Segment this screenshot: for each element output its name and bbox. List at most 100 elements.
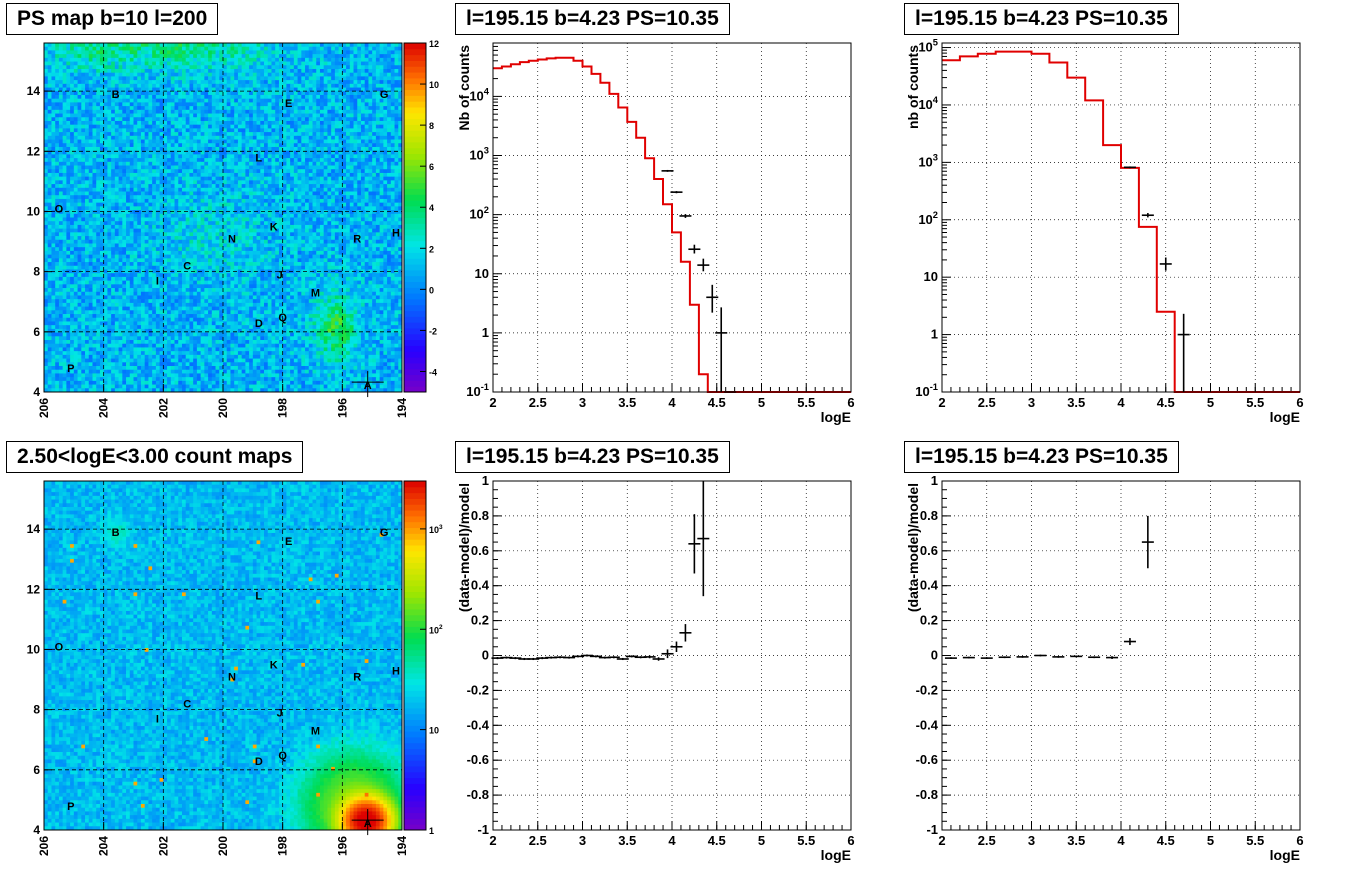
heat-cell [201, 214, 205, 218]
heat-cell [104, 47, 108, 51]
heat-cell [350, 65, 354, 69]
heat-cell [186, 110, 190, 114]
heat-cell [249, 195, 253, 199]
heat-cell [197, 199, 201, 203]
heat-cell [365, 99, 369, 103]
heat-cell [51, 143, 55, 147]
heat-cell [89, 232, 93, 236]
heat-cell [350, 114, 354, 118]
heat-cell [122, 206, 126, 210]
heat-cell [283, 232, 287, 236]
heat-cell [234, 65, 238, 69]
heat-cell [275, 114, 279, 118]
heat-cell [395, 54, 399, 58]
heat-cell [208, 184, 212, 188]
heat-cell [223, 143, 227, 147]
heat-cell [122, 76, 126, 80]
heat-cell [264, 114, 268, 118]
heat-cell [156, 43, 160, 47]
heat-cell [227, 154, 231, 158]
heat-cell [111, 177, 115, 181]
heat-cell [137, 199, 141, 203]
heat-cell [152, 229, 156, 233]
heat-cell [286, 188, 290, 192]
heat-cell [134, 166, 138, 170]
heat-cell [111, 180, 115, 184]
heat-cell [51, 188, 55, 192]
heat-cell [275, 91, 279, 95]
heat-cell [48, 180, 52, 184]
heat-cell [63, 76, 67, 80]
heat-cell [227, 195, 231, 199]
heat-cell [145, 184, 149, 188]
heat-cell [107, 128, 111, 132]
heat-cell [115, 210, 119, 214]
heat-cell [253, 143, 257, 147]
heat-cell [81, 114, 85, 118]
heat-cell [104, 162, 108, 166]
heat-cell [245, 132, 249, 136]
heat-cell [208, 43, 212, 47]
heat-cell [126, 73, 130, 77]
heat-cell [212, 58, 216, 62]
heat-cell [301, 62, 305, 66]
heat-cell [316, 143, 320, 147]
heat-cell [219, 102, 223, 106]
heat-cell [141, 69, 145, 73]
heat-cell [197, 166, 201, 170]
heat-cell [74, 50, 78, 54]
heat-cell [81, 136, 85, 140]
heat-cell [92, 140, 96, 144]
heat-cell [107, 232, 111, 236]
heat-cell [316, 232, 320, 236]
heat-cell [189, 147, 193, 151]
heat-cell [376, 43, 380, 47]
heat-cell [122, 225, 126, 229]
heat-cell [346, 218, 350, 222]
heat-cell [126, 147, 130, 151]
heat-cell [223, 218, 227, 222]
heat-cell [204, 110, 208, 114]
heat-cell [141, 110, 145, 114]
heat-cell [78, 69, 82, 73]
heat-cell [122, 65, 126, 69]
heat-cell [148, 158, 152, 162]
heat-cell [92, 114, 96, 118]
heat-cell [245, 147, 249, 151]
heat-cell [238, 102, 242, 106]
heat-cell [294, 58, 298, 62]
heat-cell [156, 69, 160, 73]
heat-cell [301, 218, 305, 222]
heat-cell [148, 132, 152, 136]
heat-cell [324, 229, 328, 233]
heat-cell [286, 206, 290, 210]
heat-cell [372, 162, 376, 166]
heat-cell [48, 147, 52, 151]
heat-cell [107, 47, 111, 51]
heat-cell [342, 95, 346, 99]
heat-cell [156, 173, 160, 177]
heat-cell [387, 188, 391, 192]
heat-cell [234, 184, 238, 188]
heat-cell [51, 162, 55, 166]
heat-cell [346, 199, 350, 203]
heat-cell [354, 62, 358, 66]
heat-cell [175, 128, 179, 132]
heat-cell [96, 218, 100, 222]
heat-cell [223, 50, 227, 54]
heat-cell [298, 210, 302, 214]
heat-cell [148, 232, 152, 236]
heat-cell [63, 121, 67, 125]
heat-cell [44, 210, 48, 214]
heat-cell [63, 99, 67, 103]
heat-cell [361, 210, 365, 214]
heat-cell [216, 54, 220, 58]
heat-cell [264, 62, 268, 66]
heat-cell [387, 225, 391, 229]
heat-cell [327, 110, 331, 114]
heat-cell [346, 195, 350, 199]
heat-cell [81, 166, 85, 170]
heat-cell [70, 140, 74, 144]
heat-cell [119, 177, 123, 181]
heat-cell [361, 76, 365, 80]
